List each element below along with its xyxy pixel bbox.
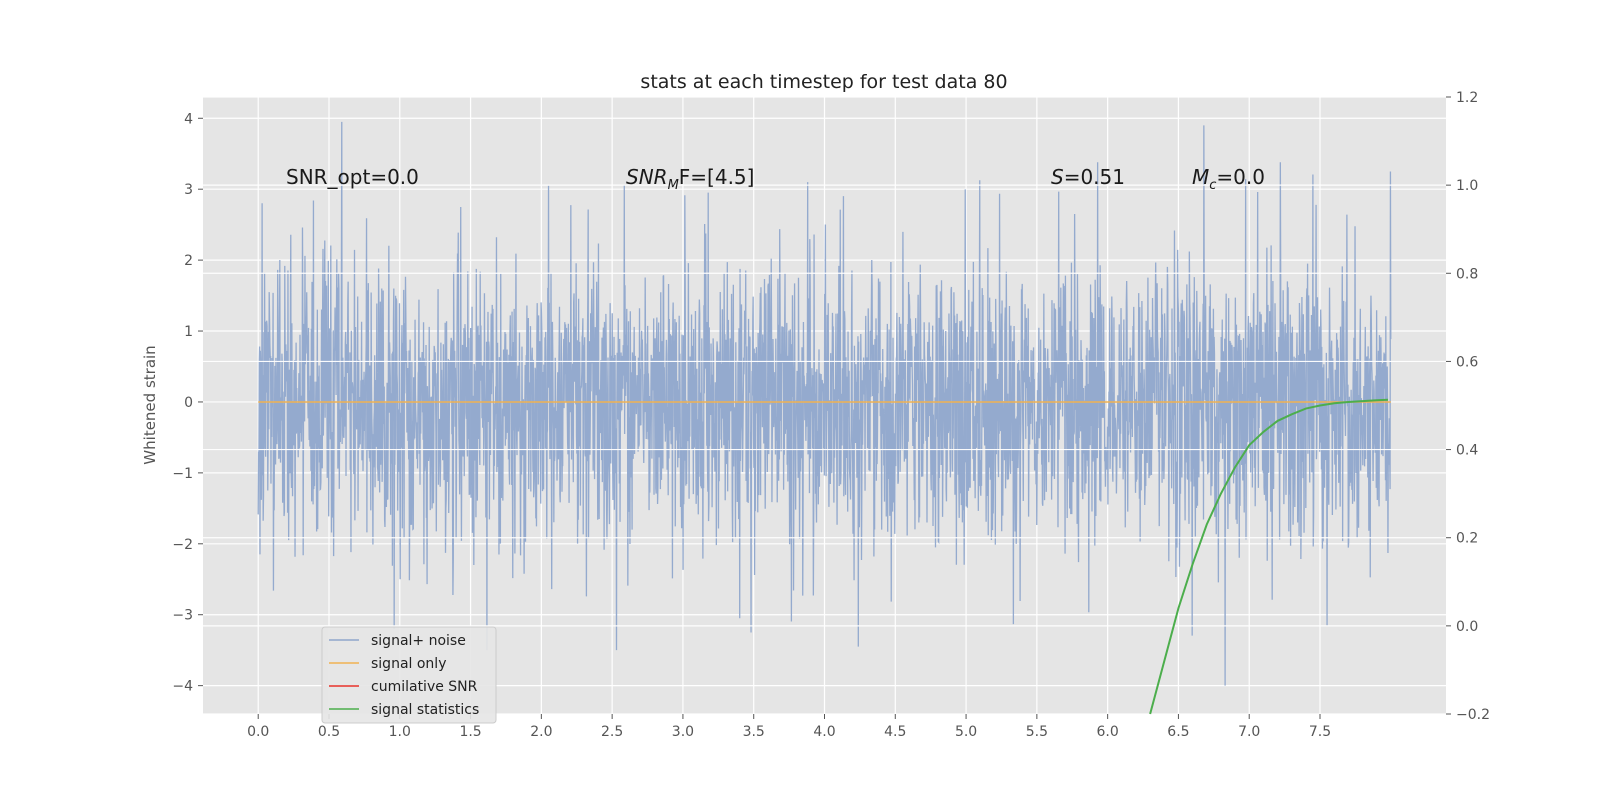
annotation-mc: Mc=0.0	[1192, 165, 1265, 193]
axis-ticks: 0.0 0.5 1.0 1.5 2.0 2.5 3.0 3.5 4.0 4.5 5.0 5.5 6.0 6…	[172, 90, 1490, 740]
chart-title: stats at each timestep for test data 80	[640, 71, 1007, 93]
signal-noise-trace	[257, 121, 1392, 686]
y2-tick-label: 0.4	[1456, 443, 1478, 459]
x-tick-label: 3.0	[672, 724, 694, 740]
signal-noise-series	[257, 121, 1392, 686]
x-tick-label: 1.0	[389, 724, 411, 740]
x-tick-label: 4.5	[884, 724, 906, 740]
x-tick-label: 0.0	[247, 724, 269, 740]
legend-box	[321, 626, 497, 724]
x-tick-label: 1.5	[459, 724, 481, 740]
x-tick-label: 4.0	[813, 724, 835, 740]
y-tick-label: 0	[184, 395, 193, 411]
y-tick-label: 2	[184, 253, 193, 269]
x-tick-label: 0.5	[318, 724, 340, 740]
x-tick-label: 5.0	[955, 724, 977, 740]
x-tick-label: 6.5	[1167, 724, 1189, 740]
annotation-snr-mf: SNRMF=[4.5]	[626, 165, 754, 193]
legend: signal+ noise signal only cumilative SNR…	[321, 626, 497, 724]
x-tick-label: 7.0	[1238, 724, 1260, 740]
legend-label-signal-only: signal only	[371, 656, 446, 672]
x-tick-label: 2.5	[601, 724, 623, 740]
x-tick-label: 3.5	[743, 724, 765, 740]
y2-tick-label: 0.2	[1456, 531, 1478, 547]
x-tick-label: 7.5	[1309, 724, 1331, 740]
y-tick-label: −2	[172, 537, 193, 553]
legend-label-signal-noise: signal+ noise	[371, 633, 466, 649]
y2-tick-label: 1.2	[1456, 90, 1478, 106]
y2-tick-label: 0.0	[1456, 619, 1478, 635]
y-tick-label: −3	[172, 608, 193, 624]
legend-label-cumilative-snr: cumilative SNR	[371, 679, 478, 695]
y-tick-label: 4	[184, 111, 193, 127]
y2-tick-label: −0.2	[1456, 707, 1490, 723]
legend-label-signal-statistics: signal statistics	[371, 702, 479, 718]
y-tick-label: 3	[184, 182, 193, 198]
x-tick-label: 5.5	[1026, 724, 1048, 740]
y2-tick-label: 1.0	[1456, 178, 1478, 194]
y2-tick-label: 0.6	[1456, 354, 1478, 370]
y-tick-label: −1	[172, 466, 193, 482]
x-tick-label: 2.0	[530, 724, 552, 740]
y-tick-label: −4	[172, 679, 193, 695]
y-axis-label: Whitened strain	[141, 345, 159, 464]
annotation-snr-opt: SNR_opt=0.0	[286, 165, 419, 189]
signal-statistics-line	[1149, 398, 1388, 715]
annotation-s: S=0.51	[1051, 165, 1125, 189]
x-tick-label: 6.0	[1097, 724, 1119, 740]
y-tick-label: 1	[184, 324, 193, 340]
y2-tick-label: 0.8	[1456, 266, 1478, 282]
